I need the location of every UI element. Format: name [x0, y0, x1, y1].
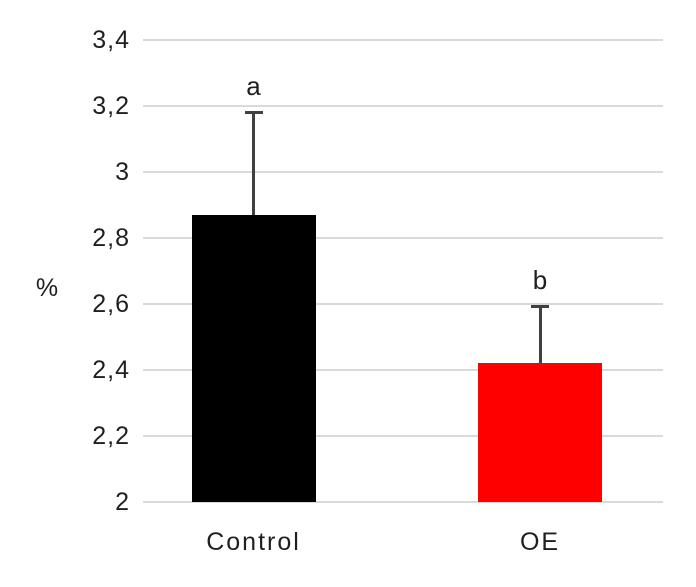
- y-tick-label: 2,8: [92, 224, 130, 252]
- bar-oe: [478, 363, 602, 502]
- y-tick-label: 2,2: [92, 422, 130, 450]
- significance-letter: b: [532, 265, 548, 296]
- y-gridline: [143, 39, 663, 41]
- y-tick-label: 3,4: [92, 26, 130, 54]
- x-category-label: Control: [206, 528, 301, 556]
- error-bar-whisker: [538, 307, 542, 364]
- y-tick-label: 2,4: [92, 356, 130, 384]
- y-gridline: [143, 171, 663, 173]
- y-gridline: [143, 105, 663, 107]
- y-tick-label: 2,6: [92, 290, 130, 318]
- error-bar-cap: [531, 305, 549, 309]
- y-axis-title: %: [35, 274, 59, 302]
- error-bar-cap: [244, 110, 263, 114]
- bar-control: [191, 214, 316, 502]
- y-gridline: [143, 435, 663, 437]
- y-tick-label: 3,2: [92, 92, 130, 120]
- y-gridline: [143, 303, 663, 305]
- y-gridline: [143, 237, 663, 239]
- x-category-label: OE: [519, 528, 561, 556]
- error-bar-whisker: [252, 112, 255, 215]
- y-gridline: [143, 369, 663, 371]
- y-tick-label: 3: [115, 158, 130, 186]
- y-gridline: [143, 501, 663, 503]
- y-tick-label: 2: [115, 488, 130, 516]
- significance-letter: a: [246, 70, 261, 101]
